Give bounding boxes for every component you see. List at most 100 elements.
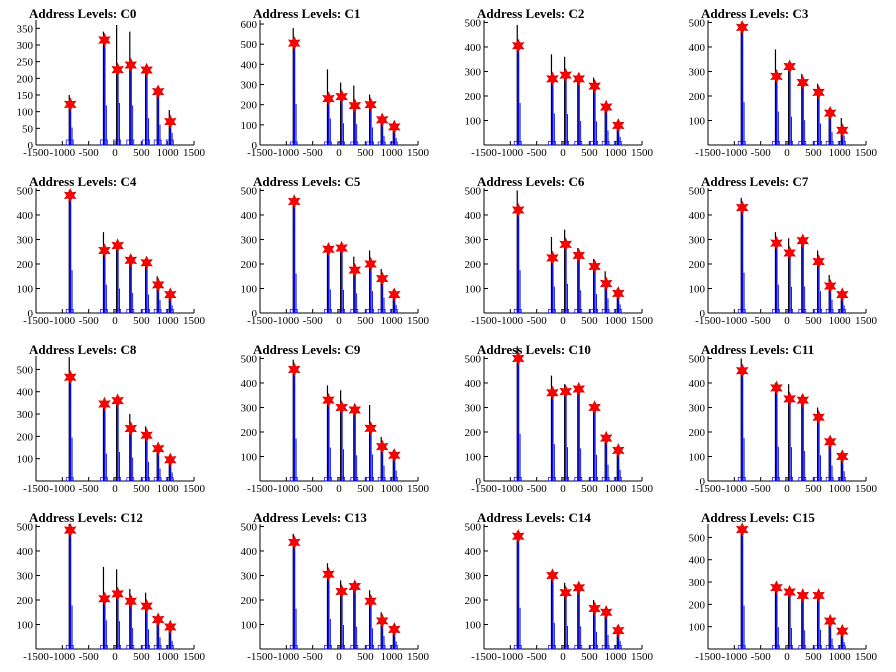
fit-bar	[130, 260, 132, 313]
fit-base	[142, 139, 150, 146]
y-tick-label: 200	[17, 431, 34, 443]
peak-marker	[546, 385, 559, 401]
peak-marker	[836, 123, 849, 138]
fit-bar	[831, 465, 833, 481]
fit-base	[837, 140, 846, 146]
fit-bar	[829, 441, 832, 481]
y-tick-label: 500	[689, 353, 706, 365]
fit-bar	[372, 454, 373, 481]
fit-bar	[552, 257, 554, 313]
peak-marker	[364, 97, 377, 112]
fit-bar	[148, 461, 149, 481]
peak-marker	[796, 588, 810, 603]
chart-title: Address Levels: C10	[477, 342, 591, 357]
peak-marker	[164, 619, 177, 635]
fit-bar	[381, 446, 384, 481]
fit-base	[737, 140, 746, 146]
fit-bar	[328, 574, 330, 649]
fit-base	[350, 476, 359, 482]
fit-bar	[146, 606, 148, 649]
y-tick-label: 300	[17, 234, 34, 246]
peak-marker	[124, 421, 138, 436]
x-tick-label: 1000	[829, 651, 852, 663]
histogram-bar	[740, 22, 742, 145]
peak-marker	[322, 392, 335, 408]
peak-marker	[572, 381, 586, 397]
x-tick-label: 1000	[829, 483, 852, 495]
fit-bar	[802, 400, 804, 481]
fit-bar	[104, 403, 106, 481]
fit-base	[100, 477, 108, 482]
x-tick-label: 500	[133, 315, 150, 327]
fit-bar	[619, 304, 621, 313]
fit-bar	[381, 620, 384, 649]
x-tick-label: -500	[527, 651, 548, 663]
fit-bar	[605, 438, 608, 481]
fit-bar	[596, 631, 597, 649]
y-tick-label: 100	[689, 451, 706, 463]
fit-bar	[293, 43, 296, 145]
y-tick-label: 200	[241, 100, 258, 112]
fit-base	[548, 140, 556, 146]
peak-marker	[140, 598, 153, 614]
y-tick-label: 400	[241, 378, 258, 390]
fit-base	[513, 476, 522, 482]
fit-bar	[356, 293, 358, 313]
peak-marker	[511, 529, 525, 544]
peak-marker	[287, 362, 301, 377]
x-tick-label: 1500	[407, 147, 430, 159]
peak-marker	[546, 568, 559, 583]
peak-marker	[812, 588, 825, 603]
peak-marker	[546, 250, 559, 266]
fit-bar	[354, 105, 356, 145]
x-tick-label: 1000	[157, 315, 180, 327]
x-tick-label: -1000	[273, 147, 299, 159]
fit-bar	[159, 468, 161, 481]
fit-bar	[393, 294, 396, 313]
peak-marker	[559, 585, 572, 600]
fit-base	[548, 308, 556, 314]
y-tick-label: 200	[689, 427, 706, 439]
peak-marker	[836, 287, 849, 302]
peak-marker	[823, 434, 837, 450]
histogram-bar	[340, 82, 342, 145]
peak-marker	[348, 402, 362, 418]
peak-marker	[364, 256, 377, 272]
fit-base	[513, 308, 522, 314]
fit-bar	[159, 124, 161, 145]
histogram-bar	[145, 426, 147, 481]
fit-bar	[777, 627, 779, 649]
chart-title: Address Levels: C6	[477, 174, 585, 189]
fit-bar	[607, 464, 609, 481]
fit-bar	[843, 135, 845, 145]
y-tick-label: 400	[241, 59, 258, 71]
fit-bar	[567, 625, 568, 649]
fit-bar	[596, 121, 597, 145]
fit-bar	[617, 450, 620, 481]
fit-bar	[594, 86, 596, 145]
histogram-bar	[550, 237, 553, 313]
peak-marker	[111, 238, 124, 253]
histogram-bar	[616, 288, 618, 313]
fit-base	[100, 308, 108, 314]
fit-bar	[517, 210, 520, 313]
peak-marker	[612, 118, 625, 133]
chart-title: Address Levels: C5	[253, 174, 361, 189]
x-tick-label: 1500	[855, 483, 878, 495]
peak-marker	[151, 441, 165, 456]
peak-marker	[98, 243, 111, 258]
histogram-bar	[828, 275, 830, 313]
peak-marker	[783, 59, 796, 74]
peak-marker	[388, 287, 401, 302]
y-tick-label: 300	[689, 234, 706, 246]
y-tick-label: 100	[241, 283, 258, 295]
x-tick-label: -1500	[247, 483, 273, 495]
y-tick-label: 100	[689, 622, 706, 634]
histogram-bar	[593, 406, 595, 481]
chart-panel-1: Address Levels: C1 0 100 200 300 400 500 600 -15…	[241, 6, 430, 159]
histogram-bar	[828, 108, 830, 145]
fit-base	[377, 308, 386, 314]
y-tick-label: 100	[17, 454, 34, 466]
fit-bar	[69, 377, 72, 481]
histogram-bar	[577, 76, 579, 145]
